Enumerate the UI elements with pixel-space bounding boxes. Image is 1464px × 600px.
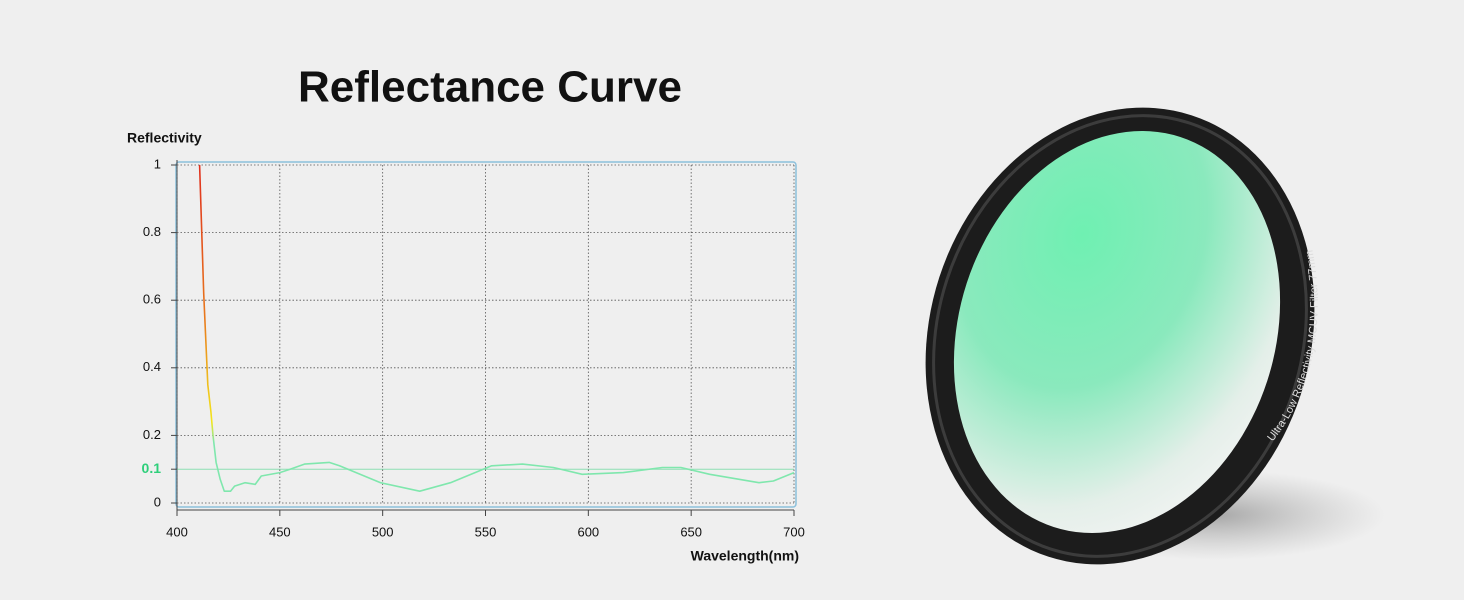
data-line: [198, 164, 795, 492]
y-tick-label: 1: [154, 156, 161, 171]
y-tick-label: 0: [154, 494, 161, 509]
y-axis-label: Reflectivity: [127, 130, 202, 146]
y-tick-label: 0.6: [143, 292, 161, 307]
filter-ring-edge: [932, 114, 1308, 558]
product-image: Ultra-Low Reflectivity MCUV Filter 77mm: [925, 107, 1385, 565]
x-axis-label: Wavelength(nm): [691, 548, 799, 564]
chart-title: Reflectance Curve: [298, 63, 682, 112]
x-tick-label: 600: [577, 524, 599, 539]
plot-frame: [175, 161, 797, 508]
y-tick-label: 0.1: [142, 460, 162, 476]
x-tick-label: 650: [680, 524, 702, 539]
x-tick-label: 550: [475, 524, 497, 539]
x-tick-label: 700: [783, 524, 805, 539]
x-tick-label: 500: [372, 524, 394, 539]
y-tick-label: 0.4: [143, 359, 161, 374]
x-tick-label: 400: [166, 524, 188, 539]
y-tick-label: 0.2: [143, 427, 161, 442]
x-tick-label: 450: [269, 524, 291, 539]
filter-glass: [953, 131, 1281, 533]
y-tick-label: 0.8: [143, 224, 161, 239]
